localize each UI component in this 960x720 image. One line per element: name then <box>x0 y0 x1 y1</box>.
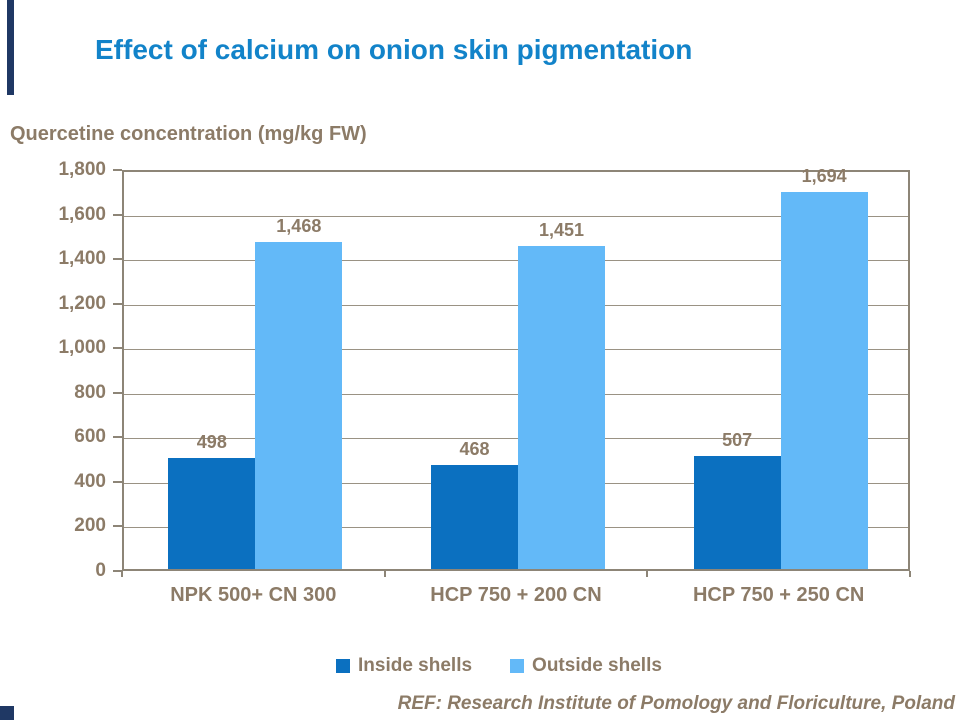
x-tick-mark <box>909 571 911 577</box>
bar-inside-shells-0 <box>168 458 256 569</box>
x-category-label: HCP 750 + 250 CN <box>692 584 865 606</box>
y-tick-mark <box>113 391 122 394</box>
bar-value-label: 507 <box>722 430 753 451</box>
chart-plot-area: 498 468 507 1,468 1,451 1,694 <box>122 166 910 571</box>
x-category-label: NPK 500+ CN 300 <box>170 584 337 606</box>
bar-value-label: 1,468 <box>276 215 322 236</box>
y-tick-mark <box>113 347 122 350</box>
y-tick-mark <box>113 169 122 171</box>
decorative-left-stripe <box>7 0 14 95</box>
y-tick-label: 0 <box>95 560 106 581</box>
gridline-1600 <box>124 215 908 217</box>
gridline-800 <box>124 393 908 395</box>
y-tick-label: 1,600 <box>58 203 106 225</box>
decorative-corner-square <box>0 706 14 720</box>
y-axis-title: Quercetine concentration (mg/kg FW) <box>10 123 367 145</box>
y-tick-mark <box>113 258 122 261</box>
gridline-1200 <box>124 304 908 306</box>
bar-outside-shells-2 <box>780 191 868 569</box>
y-tick-mark <box>113 436 122 439</box>
bar-value-label: 468 <box>459 438 490 459</box>
x-category-label: HCP 750 + 200 CN <box>430 584 602 606</box>
y-tick-mark <box>113 302 122 305</box>
gridline-600 <box>124 438 908 440</box>
legend-swatch-icon <box>336 659 350 673</box>
bar-outside-shells-1 <box>518 245 605 569</box>
legend-item-inside-shells: Inside shells <box>336 655 472 677</box>
legend-swatch-icon <box>510 659 525 673</box>
legend-item-outside-shells: Outside shells <box>510 655 662 677</box>
y-tick-mark <box>113 525 122 528</box>
y-tick-mark <box>113 570 122 572</box>
bar-value-label: 1,694 <box>801 165 847 186</box>
legend-label: Inside shells <box>358 655 473 676</box>
y-tick-label: 200 <box>74 515 106 537</box>
y-tick-label: 400 <box>74 470 106 492</box>
page-title: Effect of calcium on onion skin pigmenta… <box>95 34 693 65</box>
legend-label: Outside shells <box>532 655 662 676</box>
y-tick-label: 1,200 <box>58 292 106 314</box>
y-tick-label: 800 <box>74 381 106 403</box>
reference-note: REF: Research Institute of Pomology and … <box>397 693 955 714</box>
bar-inside-shells-2 <box>693 456 781 569</box>
y-tick-label: 1,800 <box>58 159 106 180</box>
gridline-1400 <box>124 260 908 262</box>
x-tick-mark <box>121 571 123 577</box>
bar-value-label: 498 <box>196 432 227 453</box>
y-tick-mark <box>113 213 122 216</box>
bar-outside-shells-0 <box>255 241 343 569</box>
y-tick-mark <box>113 480 122 483</box>
y-tick-label: 1,000 <box>58 337 106 359</box>
bar-value-label: 1,451 <box>538 219 585 240</box>
x-tick-mark <box>646 571 649 577</box>
chart-legend: Inside shells Outside shells <box>336 655 662 677</box>
y-tick-label: 600 <box>74 426 106 448</box>
gridline-1000 <box>124 349 908 351</box>
x-tick-mark <box>383 571 386 577</box>
y-tick-label: 1,400 <box>58 248 106 270</box>
bar-inside-shells-1 <box>431 464 518 569</box>
